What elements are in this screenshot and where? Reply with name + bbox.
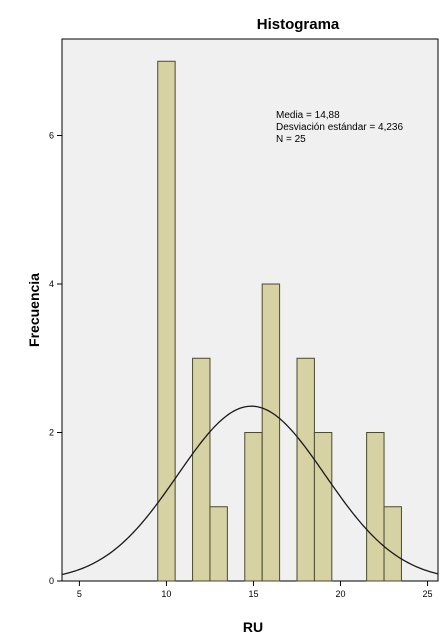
x-tick-label-25: 25: [423, 589, 433, 599]
y-tick-label-0: 0: [49, 576, 54, 586]
stat-std-dev: Desviación estándar = 4,236: [276, 122, 403, 133]
histogram-bar-22: [366, 432, 385, 582]
stat-n: N = 25: [276, 134, 306, 145]
histogram-bar-16: [261, 283, 281, 582]
x-tick-label-5: 5: [77, 589, 82, 599]
y-tick-label-6: 6: [49, 131, 54, 141]
x-tick-label-20: 20: [336, 589, 346, 599]
y-axis-label: Frecuencia: [26, 273, 42, 347]
histogram-bar-10: [157, 60, 176, 582]
y-tick-label-4: 4: [49, 279, 54, 289]
x-tick-label-10: 10: [161, 589, 171, 599]
chart-title: Histograma: [257, 16, 340, 33]
histogram-bar-23: [383, 506, 402, 582]
x-axis-label: RU: [243, 619, 263, 635]
histogram-bar-19: [313, 432, 333, 582]
histogram-bar-13: [209, 506, 228, 582]
stat-mean: Media = 14,88: [276, 110, 340, 121]
y-tick-label-2: 2: [49, 428, 54, 438]
histogram-bar-15: [244, 432, 263, 582]
histogram-bar-18: [296, 357, 315, 582]
x-tick-label-15: 15: [248, 589, 258, 599]
normal-curve: [61, 405, 439, 576]
histogram-bar-12: [192, 357, 211, 582]
